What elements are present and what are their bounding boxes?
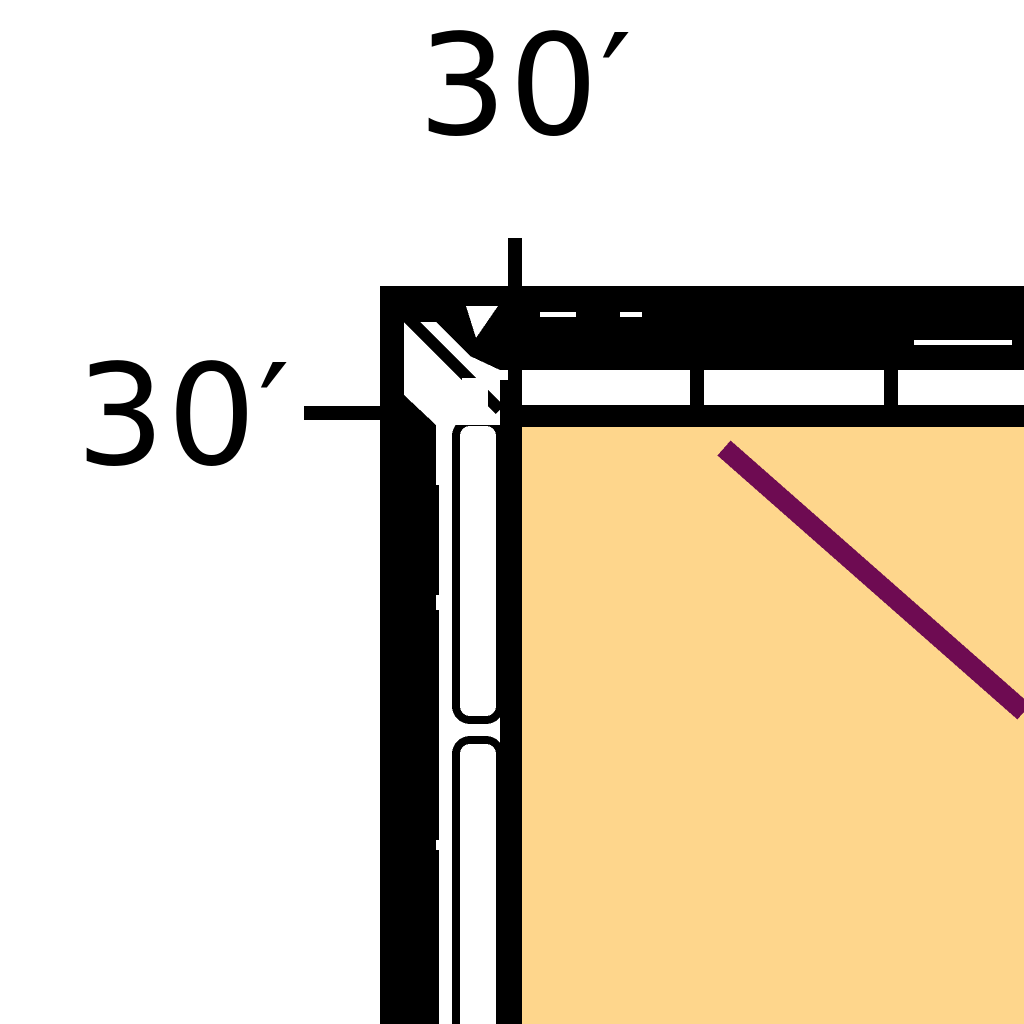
parcel-area bbox=[520, 425, 1024, 1024]
left-strip-dash-3 bbox=[433, 850, 439, 1024]
top-band-dash-3 bbox=[914, 340, 1012, 345]
left-white-strip bbox=[436, 425, 500, 1024]
diagonal-boundary-line bbox=[717, 440, 1024, 720]
left-strip-dash-2 bbox=[433, 610, 439, 840]
corner-white-wedge bbox=[466, 306, 498, 338]
vertical-dimension-tick bbox=[508, 238, 522, 388]
top-strip-tick-2 bbox=[884, 370, 898, 406]
top-band-dash-2 bbox=[620, 312, 642, 317]
top-strip-tick-1 bbox=[690, 370, 704, 406]
top-band-dash-1 bbox=[540, 312, 576, 317]
left-offset-label: 30′ bbox=[76, 335, 292, 498]
left-inner-line bbox=[500, 380, 522, 1024]
horizontal-dimension-tick bbox=[304, 406, 400, 420]
top-white-strip bbox=[520, 370, 1024, 405]
top-inner-line bbox=[500, 405, 1024, 427]
top-border-band bbox=[380, 286, 1024, 370]
left-strip-dash-1 bbox=[433, 485, 439, 595]
left-cell-2 bbox=[452, 736, 504, 1024]
corner-white-notch bbox=[462, 378, 488, 406]
top-offset-label: 30′ bbox=[418, 5, 634, 168]
